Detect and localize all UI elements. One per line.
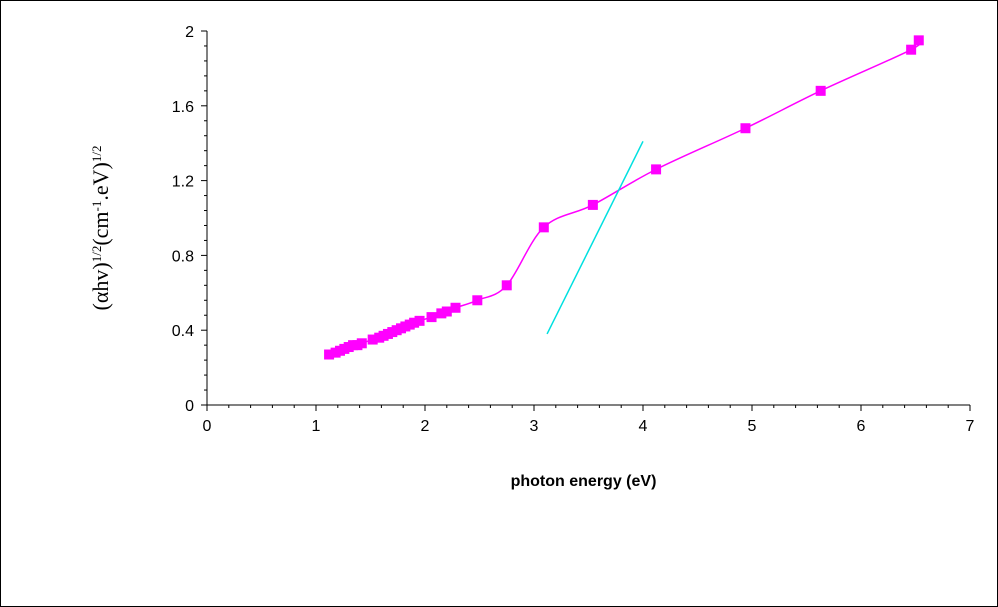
x-tick-label: 6 <box>857 418 866 435</box>
fit-line <box>546 140 644 335</box>
y-tick-label: 2 <box>185 24 194 41</box>
x-tick-label: 3 <box>530 418 539 435</box>
data-point <box>815 85 826 96</box>
x-axis-label: photon energy (eV) <box>511 473 657 490</box>
data-point <box>538 222 549 233</box>
data-point <box>356 338 367 349</box>
data-point <box>651 164 662 175</box>
data-point <box>587 199 598 210</box>
data-point <box>441 306 452 317</box>
x-tick-label: 5 <box>748 418 757 435</box>
series-0-line <box>328 39 922 356</box>
data-point <box>913 35 924 46</box>
y-axis-label: (αhv)1/2(cm-1.eV)1/2 <box>88 146 113 311</box>
x-tick-label: 4 <box>639 418 648 435</box>
y-tick-label: 1.2 <box>172 174 194 191</box>
y-tick-label: 0.4 <box>172 323 194 340</box>
data-point <box>472 295 483 306</box>
data-point <box>426 312 437 323</box>
x-tick-label: 7 <box>966 418 975 435</box>
data-point <box>450 302 461 313</box>
data-point <box>414 315 425 326</box>
data-point <box>436 308 447 319</box>
data-point <box>409 317 420 328</box>
data-point <box>367 334 378 345</box>
data-point <box>501 280 512 291</box>
x-tick-label: 0 <box>203 418 212 435</box>
data-point <box>740 123 751 134</box>
y-tick-label: 0 <box>185 398 194 415</box>
y-tick-label: 1.6 <box>172 99 194 116</box>
y-tick-label: 0.8 <box>172 248 194 265</box>
x-tick-label: 1 <box>312 418 321 435</box>
axes: 0 1 2 3 4 5 6 7 0 0.4 0.8 1.2 1.6 2 <box>172 24 975 435</box>
series-layer <box>324 35 924 360</box>
x-tick-label: 2 <box>421 418 430 435</box>
data-point <box>324 349 335 360</box>
data-point <box>906 44 917 55</box>
